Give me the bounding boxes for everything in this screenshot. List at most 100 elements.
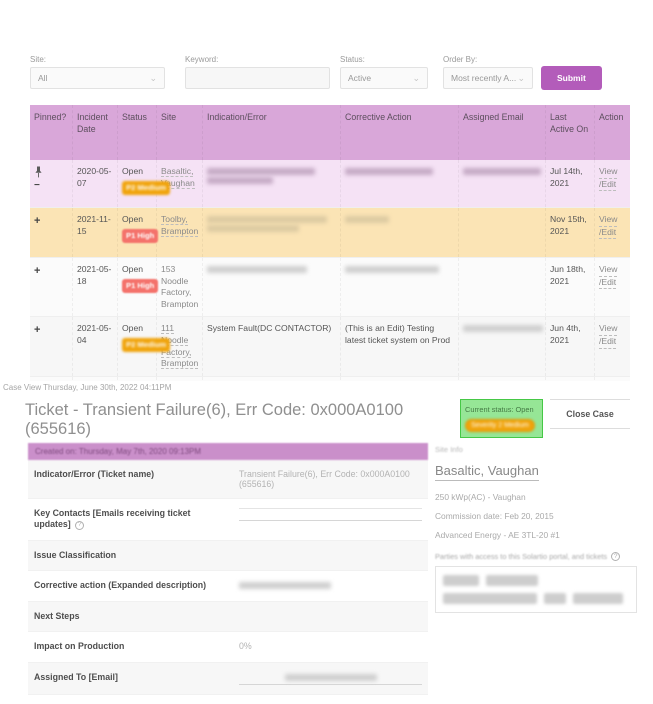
party-chip-redacted	[573, 593, 623, 604]
status-filter-value: Active	[348, 73, 372, 83]
keyword-filter-label: Keyword:	[185, 55, 219, 64]
col-site: Site	[157, 105, 203, 160]
site-info-panel: Site Info Basaltic, Vaughan 250 kWp(AC) …	[435, 445, 637, 613]
access-parties-label: Parties with access to this Solartio por…	[435, 552, 608, 561]
corrective-action-redacted	[233, 571, 428, 600]
indication-redacted	[203, 258, 341, 317]
table-row: + 2021-11-15 Open P1 High Toolby, Brampt…	[30, 208, 630, 258]
view-link[interactable]: View	[599, 323, 618, 336]
assigned-email-redacted	[284, 673, 377, 681]
view-link[interactable]: View	[599, 264, 618, 277]
corrective-text: (This is an Edit) Testing latest ticket …	[341, 317, 459, 376]
current-status-box: Current status: Open Severity 2 Medium	[460, 399, 543, 438]
field-label: Project Link	[28, 695, 233, 704]
site-inverter: Advanced Energy - AE 3TL-20 #1	[435, 530, 560, 540]
field-label: Indicator/Error (Ticket name)	[34, 469, 155, 479]
orderby-filter-select[interactable]: Most recently A... ⌄	[443, 67, 533, 89]
severity-badge: P1 High	[122, 228, 159, 243]
severity-pill: Severity 2 Medium	[465, 419, 535, 432]
col-last-active: Last Active On	[546, 105, 595, 160]
last-active: Jul 14th, 2021	[546, 160, 595, 207]
last-active: Jun 18th, 2021	[546, 258, 595, 317]
pin-plus-icon[interactable]: +	[34, 215, 41, 227]
chevron-down-icon: ⌄	[517, 72, 525, 83]
party-chip-redacted	[443, 575, 479, 586]
status-text: Open	[122, 166, 144, 176]
next-steps-value	[233, 602, 428, 620]
chevron-down-icon: ⌄	[149, 72, 157, 83]
table-row: + 2021-04-21 Open P1 High Basaltic, Vaug…	[30, 376, 630, 381]
close-case-button[interactable]: Close Case	[550, 399, 630, 429]
issue-classification-value	[233, 541, 428, 559]
status-filter-select[interactable]: Active ⌄	[340, 67, 428, 89]
case-view-timestamp: Case View Thursday, June 30th, 2022 04:1…	[3, 383, 172, 392]
edit-link[interactable]: /Edit	[599, 227, 617, 240]
table-row: + 2021-05-18 Open P1 High 153 Noodle Fac…	[30, 258, 630, 318]
col-corrective: Corrective Action	[341, 105, 459, 160]
incident-date: 2021-04-21	[73, 376, 118, 381]
email-redacted	[459, 317, 546, 376]
corrective-redacted	[341, 160, 459, 207]
pin-plus-icon[interactable]: +	[34, 265, 41, 277]
table-header: Pinned? Incident Date Status Site Indica…	[30, 105, 630, 160]
status-text: Open	[122, 323, 144, 334]
severity-badge: P2 Medium	[122, 337, 171, 353]
site-info-label: Site Info	[435, 445, 463, 454]
incident-date: 2021-05-04	[73, 317, 118, 376]
col-pinned: Pinned?	[30, 105, 73, 160]
field-label: Corrective action (Expanded description)	[34, 580, 207, 591]
col-action: Action	[599, 112, 624, 122]
impact-value: 0%	[239, 641, 252, 652]
help-icon[interactable]: ?	[75, 520, 85, 530]
indication-text: PowerWatch Energy Ratio Alarm - Inverter…	[203, 376, 341, 381]
site-text: 153 Noodle Factory, Brampton	[161, 264, 199, 309]
incident-date: 2021-11-15	[73, 208, 118, 257]
site-filter-label: Site:	[30, 55, 47, 64]
project-link-value	[233, 695, 428, 704]
help-icon[interactable]: ?	[611, 552, 621, 561]
filter-bar: Site: All ⌄ Keyword: Status: Active ⌄ Or…	[30, 55, 635, 90]
corrective-redacted	[341, 258, 459, 317]
table-row: + 2021-05-04 Open P2 Medium 111 Noodle F…	[30, 317, 630, 377]
party-chip-redacted	[443, 593, 537, 604]
indication-redacted	[203, 160, 341, 207]
view-link[interactable]: View	[599, 214, 618, 227]
chevron-down-icon: ⌄	[412, 72, 420, 83]
email-redacted	[459, 160, 546, 207]
current-status-text: Current status: Open	[465, 405, 534, 414]
last-active: Jun 4th, 2021	[546, 317, 595, 376]
severity-badge: P2 Medium	[122, 180, 171, 195]
assigned-email-input[interactable]	[239, 672, 422, 685]
incident-date: 2021-05-18	[73, 258, 118, 317]
view-link[interactable]: View	[599, 166, 618, 179]
site-filter-select[interactable]: All ⌄	[30, 67, 165, 89]
ticket-form: Created on: Thursday, May 7th, 2020 09:1…	[28, 443, 428, 704]
orderby-filter-label: Order By:	[443, 55, 478, 64]
submit-button[interactable]: Submit	[541, 66, 602, 90]
indicator-value: Transient Failure(6), Err Code: 0x000A01…	[239, 469, 410, 489]
site-link[interactable]: 111 Noodle Factory, Brampton	[161, 323, 199, 370]
last-active: Nov 15th, 2021	[546, 208, 595, 257]
edit-link[interactable]: /Edit	[599, 277, 617, 290]
keyword-input[interactable]	[185, 67, 330, 89]
site-link[interactable]: Basaltic, Vaughan	[161, 166, 195, 189]
created-on-bar: Created on: Thursday, May 7th, 2020 09:1…	[28, 443, 428, 460]
pin-icon[interactable]	[34, 166, 43, 182]
form-row-corrective-action: Corrective action (Expanded description)	[28, 571, 428, 602]
site-link[interactable]: Toolby, Brampton	[161, 214, 199, 237]
status-text: Open	[122, 214, 144, 224]
form-row-project-link: Project Link	[28, 695, 428, 704]
edit-link[interactable]: /Edit	[599, 336, 617, 349]
indication-redacted	[203, 208, 341, 257]
pin-plus-icon[interactable]: +	[34, 324, 41, 337]
table-row: − 2020-05-07 Open P2 Medium Basaltic, Va…	[30, 160, 630, 208]
unpin-minus-icon[interactable]: −	[34, 179, 40, 191]
edit-link[interactable]: /Edit	[599, 179, 617, 192]
key-contacts-input[interactable]	[239, 508, 422, 521]
form-row-issue-classification: Issue Classification	[28, 540, 428, 572]
col-status: Status	[118, 105, 157, 160]
site-capacity: 250 kWp(AC) - Vaughan	[435, 492, 526, 502]
form-row-assigned-to: Assigned To [Email]	[28, 662, 428, 695]
site-name-link[interactable]: Basaltic, Vaughan	[435, 463, 539, 481]
